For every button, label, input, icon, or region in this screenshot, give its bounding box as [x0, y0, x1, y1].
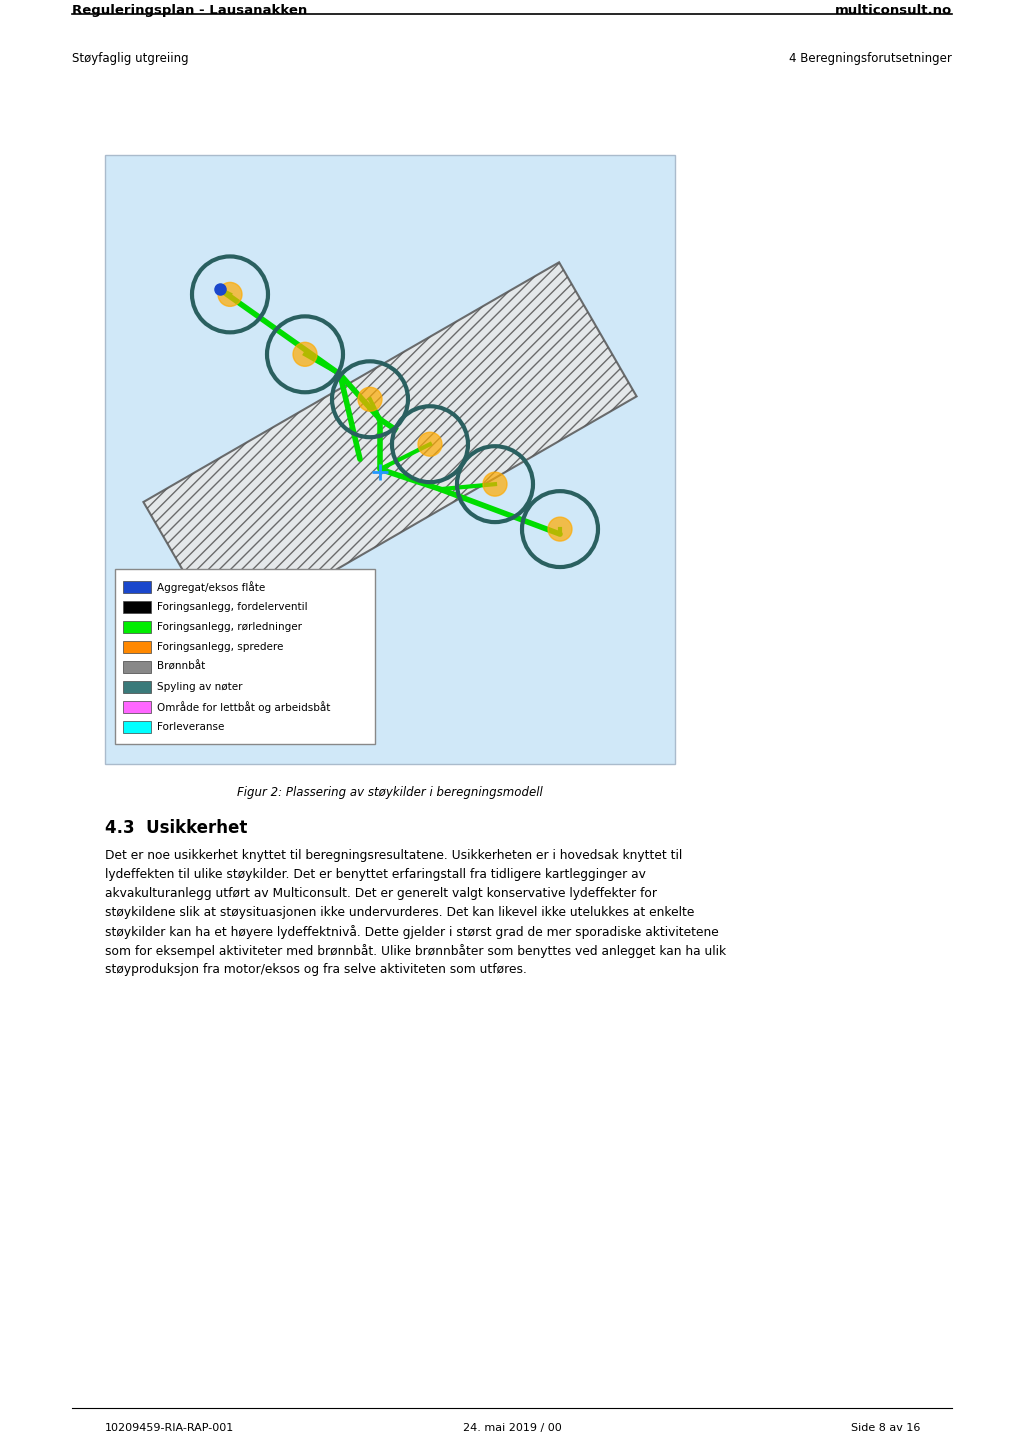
- Text: Aggregat/eksos flåte: Aggregat/eksos flåte: [157, 581, 265, 594]
- Text: 4.3  Usikkerhet: 4.3 Usikkerhet: [105, 818, 248, 837]
- Bar: [105, 155, 675, 765]
- Text: Figur 2: Plassering av støykilder i beregningsmodell: Figur 2: Plassering av støykilder i bere…: [238, 786, 543, 799]
- Text: Område for lettbåt og arbeidsbåt: Område for lettbåt og arbeidsbåt: [157, 701, 331, 712]
- Bar: [123, 660, 151, 673]
- Text: multiconsult.no: multiconsult.no: [835, 4, 952, 17]
- Text: Foringsanlegg, spredere: Foringsanlegg, spredere: [157, 641, 284, 652]
- Text: Foringsanlegg, fordelerventil: Foringsanlegg, fordelerventil: [157, 602, 307, 613]
- Text: Brønnbåt: Brønnbåt: [157, 662, 205, 672]
- Text: Forleveranse: Forleveranse: [157, 723, 224, 731]
- Circle shape: [548, 517, 572, 542]
- Circle shape: [483, 472, 507, 497]
- Text: som for eksempel aktiviteter med brønnbåt. Ulike brønnbåter som benyttes ved anl: som for eksempel aktiviteter med brønnbå…: [105, 944, 726, 957]
- Circle shape: [358, 387, 382, 411]
- Text: akvakulturanlegg utført av Multiconsult. Det er generelt valgt konservative lyde: akvakulturanlegg utført av Multiconsult.…: [105, 886, 657, 899]
- Bar: [123, 621, 151, 633]
- Polygon shape: [143, 262, 637, 636]
- Circle shape: [218, 282, 242, 307]
- Text: støyproduksjon fra motor/eksos og fra selve aktiviteten som utføres.: støyproduksjon fra motor/eksos og fra se…: [105, 963, 527, 976]
- Bar: [123, 701, 151, 712]
- Circle shape: [418, 432, 442, 456]
- Text: lydeffekten til ulike støykilder. Det er benyttet erfaringstall fra tidligere ka: lydeffekten til ulike støykilder. Det er…: [105, 867, 646, 880]
- Text: Støyfaglig utgreiing: Støyfaglig utgreiing: [72, 52, 188, 65]
- Circle shape: [293, 342, 317, 366]
- Text: Spyling av nøter: Spyling av nøter: [157, 682, 243, 692]
- Text: 10209459-RIA-RAP-001: 10209459-RIA-RAP-001: [105, 1423, 234, 1434]
- Text: Side 8 av 16: Side 8 av 16: [851, 1423, 920, 1434]
- Text: Det er noe usikkerhet knyttet til beregningsresultatene. Usikkerheten er i hoved: Det er noe usikkerhet knyttet til beregn…: [105, 849, 682, 862]
- Bar: [123, 681, 151, 694]
- Bar: [123, 721, 151, 733]
- Text: støykilder kan ha et høyere lydeffektnivå. Dette gjelder i størst grad de mer sp: støykilder kan ha et høyere lydeffektniv…: [105, 925, 719, 938]
- Text: Foringsanlegg, rørledninger: Foringsanlegg, rørledninger: [157, 623, 302, 631]
- Bar: [123, 641, 151, 653]
- Text: støykildene slik at støysituasjonen ikke undervurderes. Det kan likevel ikke ute: støykildene slik at støysituasjonen ikke…: [105, 905, 694, 918]
- Bar: [123, 581, 151, 594]
- Bar: [115, 569, 375, 744]
- Bar: [123, 601, 151, 613]
- Text: 4 Beregningsforutsetninger: 4 Beregningsforutsetninger: [790, 52, 952, 65]
- Text: Reguleringsplan - Lausanakken: Reguleringsplan - Lausanakken: [72, 4, 307, 17]
- Text: 24. mai 2019 / 00: 24. mai 2019 / 00: [463, 1423, 561, 1434]
